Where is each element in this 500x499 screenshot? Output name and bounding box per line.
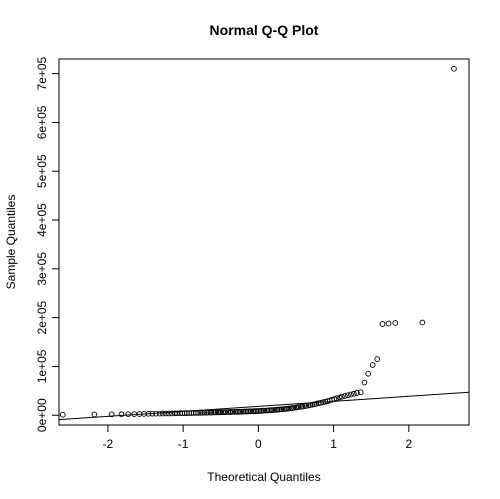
data-point-117 [385, 320, 392, 327]
y-tick-label-0: 0e+00 [35, 398, 49, 432]
x-axis: -2 -1 0 1 2 [103, 425, 412, 451]
data-point-3 [118, 411, 125, 418]
data-point-105 [339, 393, 345, 400]
data-point-89 [303, 402, 310, 409]
y-tick-label-6: 6e+05 [35, 105, 49, 139]
data-point-56 [247, 408, 254, 415]
y-tick-label-3: 3e+05 [35, 252, 49, 286]
data-point-11 [156, 410, 163, 417]
plot-area-frame [58, 58, 470, 426]
x-tick-label-3: 1 [330, 437, 337, 451]
data-point-1 [91, 411, 98, 418]
data-point-16 [172, 410, 178, 417]
data-point-31 [205, 409, 211, 416]
y-tick-label-5: 5e+05 [35, 154, 49, 188]
data-point-116 [379, 321, 386, 327]
y-axis-label: Sample Quantiles [4, 195, 18, 290]
data-point-113 [365, 370, 372, 377]
data-point-38 [217, 409, 224, 416]
data-point-110 [354, 390, 360, 396]
x-tick-label-0: -2 [103, 437, 114, 451]
x-tick-label-4: 2 [405, 437, 412, 451]
data-point-45 [229, 409, 236, 415]
data-point-107 [345, 392, 351, 399]
y-axis: 0e+00 1e+05 2e+05 3e+05 4e+05 5e+05 6e+05 7e+05 [35, 56, 59, 432]
data-point-79 [285, 405, 292, 412]
data-point-12 [159, 410, 166, 417]
data-point-115 [374, 356, 381, 362]
data-point-9 [149, 410, 156, 417]
data-point-50 [238, 408, 244, 415]
x-axis-label: Theoretical Quantiles [207, 470, 320, 484]
data-point-41 [223, 409, 229, 415]
y-tick-label-2: 2e+05 [35, 300, 49, 334]
data-point-35 [212, 409, 219, 416]
y-tick-label-4: 4e+05 [35, 203, 49, 237]
data-point-29 [201, 409, 208, 416]
data-point-4 [125, 411, 132, 418]
data-point-103 [333, 395, 340, 402]
data-point-8 [145, 410, 152, 417]
data-point-106 [342, 393, 348, 399]
data-point-2 [108, 411, 115, 418]
x-tick-label-1: -1 [178, 437, 189, 451]
data-point-75 [278, 406, 285, 413]
chart-title: Normal Q-Q Plot [210, 22, 319, 38]
data-point-108 [348, 391, 354, 398]
data-point-70 [270, 407, 277, 413]
data-point-14 [165, 410, 172, 417]
data-point-64 [260, 407, 267, 414]
points-layer [59, 65, 457, 418]
data-point-112 [361, 379, 368, 386]
data-point-92 [309, 401, 316, 408]
y-tick-label-7: 7e+05 [35, 56, 49, 90]
data-point-82 [290, 404, 297, 411]
qq-reference-line [58, 391, 470, 421]
reference-line-layer [58, 391, 470, 421]
data-point-120 [451, 65, 457, 72]
data-point-17 [174, 410, 180, 417]
y-tick-label-1: 1e+05 [35, 349, 49, 383]
data-point-0 [59, 411, 66, 418]
data-point-85 [296, 404, 302, 410]
data-point-87 [299, 403, 306, 410]
data-point-10 [153, 410, 159, 417]
data-point-118 [392, 320, 399, 326]
data-point-119 [419, 319, 426, 326]
data-point-13 [162, 410, 169, 417]
data-point-5 [131, 411, 138, 417]
data-point-109 [351, 390, 357, 397]
data-point-33 [208, 409, 215, 416]
data-point-26 [195, 409, 202, 416]
data-point-114 [369, 362, 376, 368]
x-tick-label-2: 0 [255, 437, 262, 451]
data-point-111 [357, 389, 364, 396]
data-point-15 [168, 410, 175, 417]
